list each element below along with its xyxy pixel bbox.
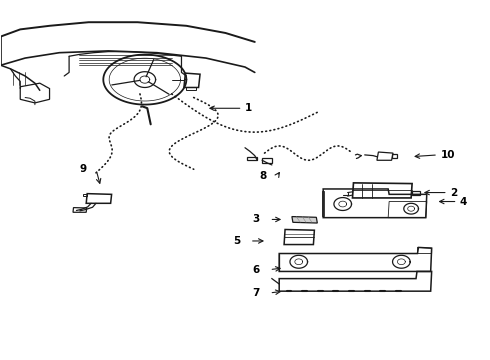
Text: 2: 2 [450, 188, 458, 198]
Text: 7: 7 [252, 288, 260, 298]
Text: 10: 10 [441, 150, 455, 160]
Polygon shape [292, 217, 318, 223]
Text: 3: 3 [252, 215, 260, 224]
Text: 5: 5 [233, 236, 240, 246]
Text: 9: 9 [79, 164, 86, 174]
Text: 8: 8 [260, 171, 267, 181]
Text: 1: 1 [245, 103, 252, 113]
Text: 4: 4 [460, 197, 467, 207]
Text: 6: 6 [252, 265, 260, 275]
